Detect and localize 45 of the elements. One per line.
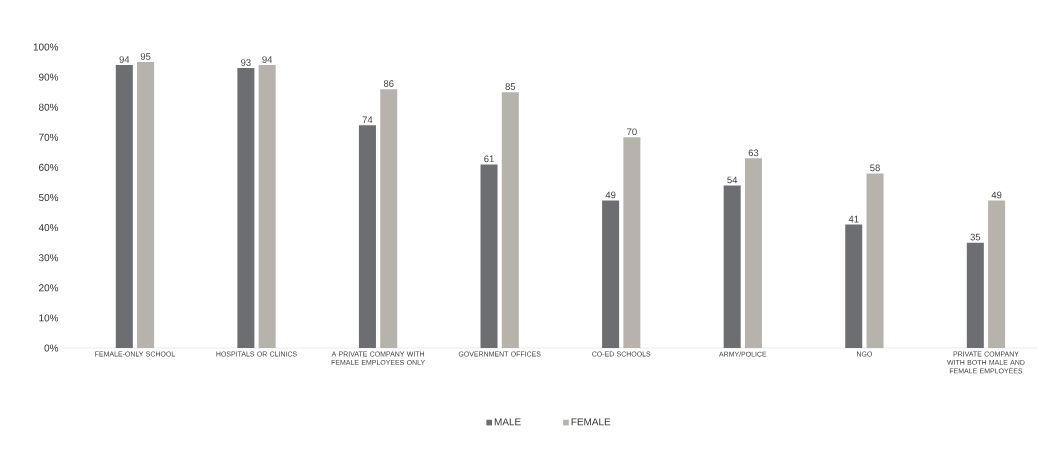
legend-label: MALE [494,418,521,426]
bar [866,173,884,348]
bar [966,242,984,348]
y-tick-label: 0% [44,344,59,352]
data-label: 61 [484,155,494,163]
bar [137,62,155,348]
y-tick-label: 60% [39,163,59,171]
data-label: 95 [140,53,151,60]
bar [623,137,641,348]
bar [115,65,133,348]
data-label: 35 [970,233,981,241]
y-tick-label: 80% [38,103,59,111]
bar [988,200,1006,348]
data-label: 74 [362,116,373,124]
data-label: 49 [605,191,616,199]
y-tick-label: 30% [38,254,59,262]
data-label: 94 [119,56,130,63]
bar [501,92,519,348]
bar [602,200,620,348]
bar [845,224,863,348]
bar [480,164,498,348]
data-label: 93 [241,59,251,66]
bar [258,65,276,348]
data-label: 54 [727,176,738,184]
y-tick-label: 40% [38,224,59,232]
y-tick-label: 10% [39,314,59,322]
bar [237,68,255,348]
y-tick-label: 90% [39,73,59,81]
data-label: 86 [383,80,394,87]
bar [380,89,398,348]
bar [744,158,762,348]
y-tick-label: 100% [33,43,59,51]
legend-label: FEMALE [571,418,611,426]
y-tick-label: 70% [39,133,59,141]
data-label: 85 [505,83,516,90]
bar [723,185,741,348]
data-label: 49 [991,191,1002,199]
data-label: 58 [870,164,880,172]
y-tick-label: 50% [38,193,59,202]
bar [358,125,376,348]
data-label: 63 [748,149,759,157]
y-tick-label: 20% [39,284,59,292]
data-label: 70 [627,128,637,136]
data-label: 94 [262,56,273,63]
data-label: 41 [848,215,859,223]
